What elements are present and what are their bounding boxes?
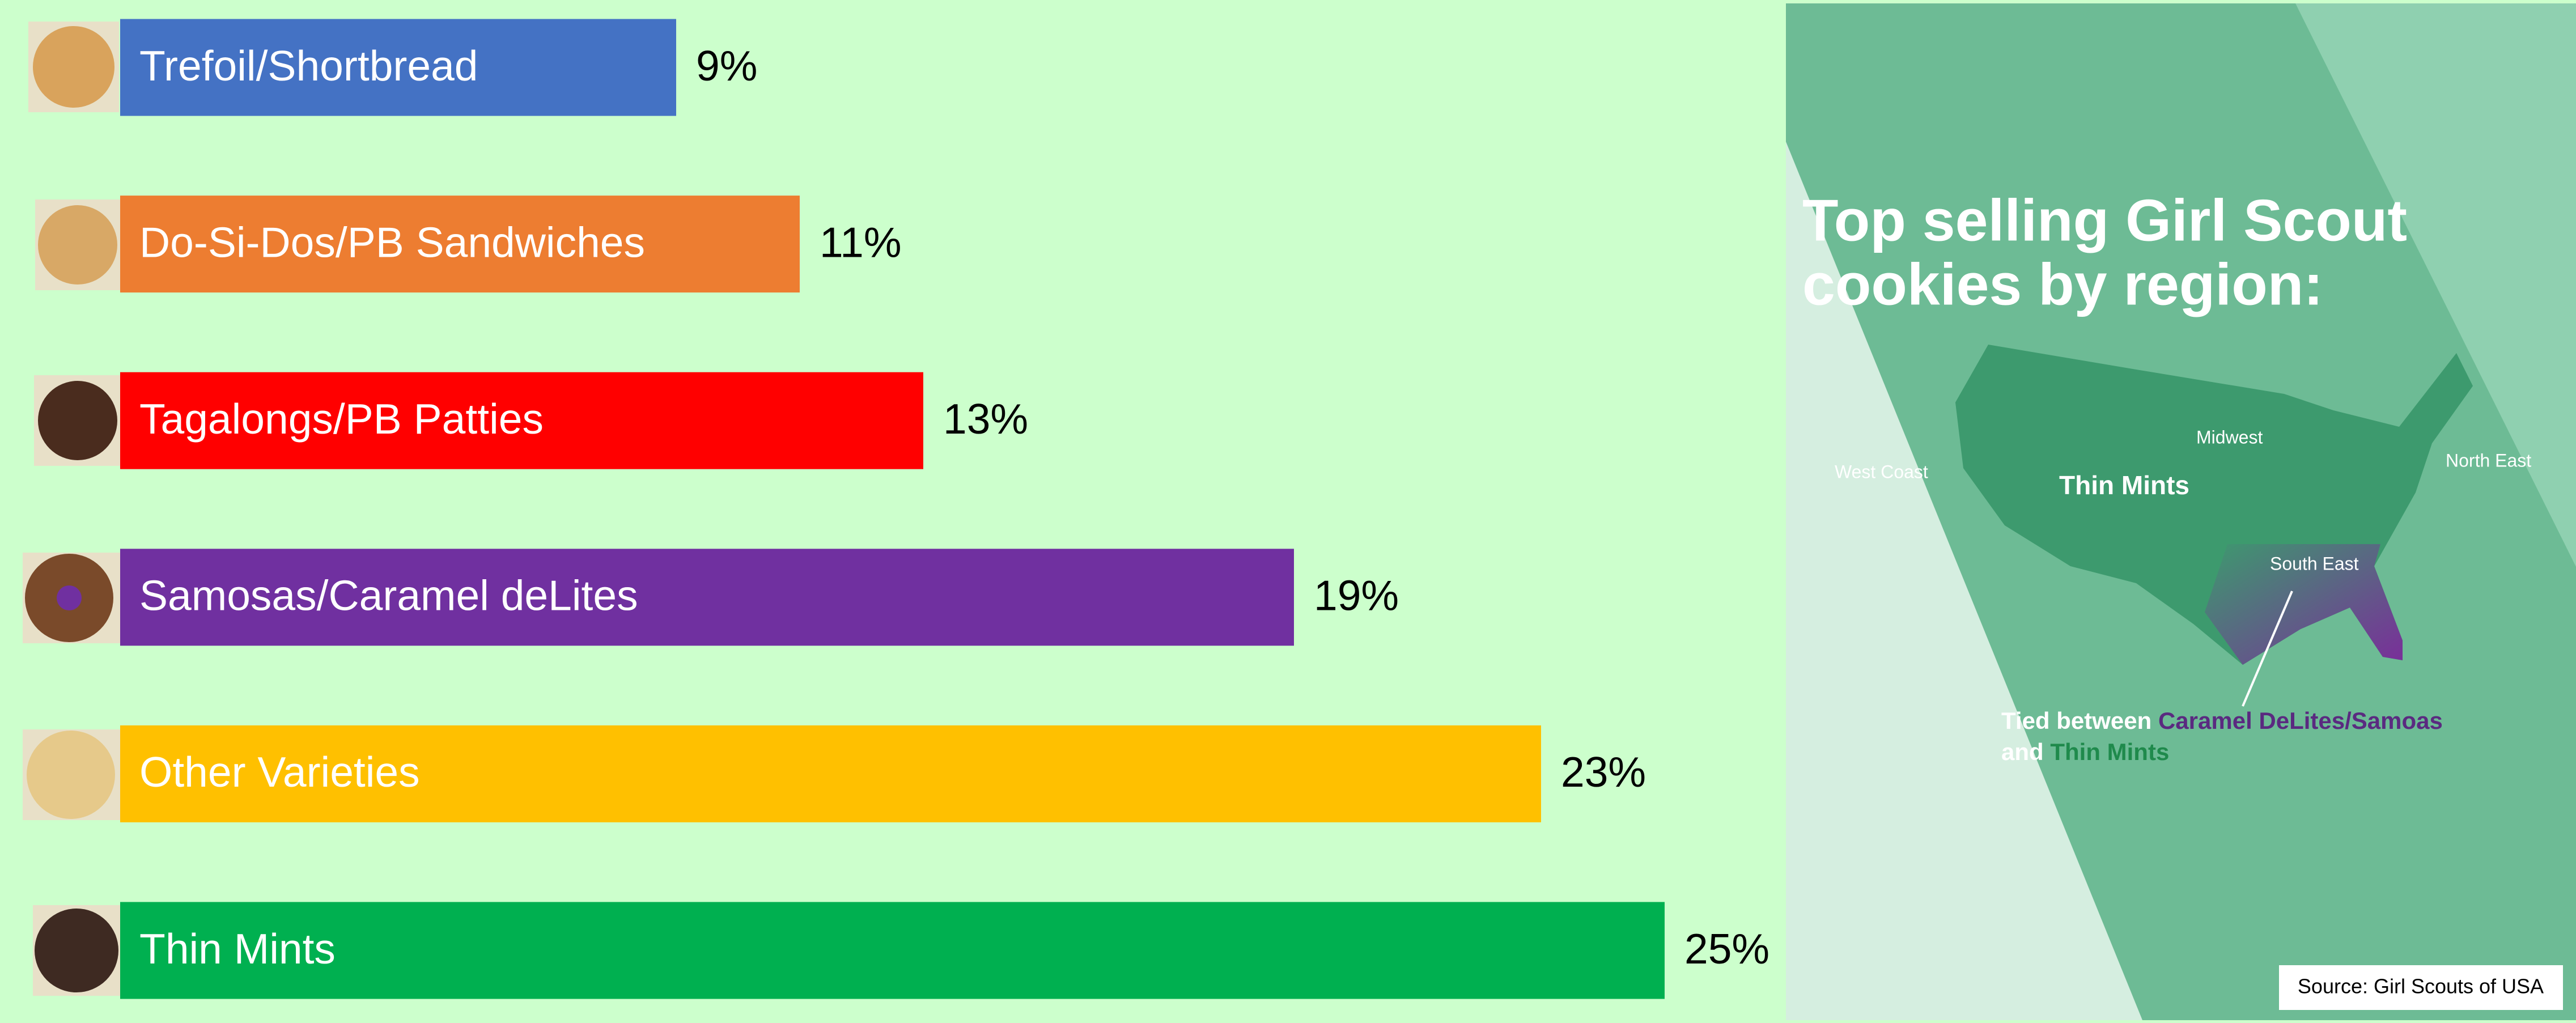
value-label: 23%	[1561, 748, 1646, 796]
southeast-region	[2205, 544, 2403, 665]
cookie-icon	[27, 731, 115, 819]
bar-label: Tagalongs/PB Patties	[139, 395, 544, 443]
panel-title: Top selling Girl Scout	[1802, 188, 2407, 253]
value-label: 11%	[820, 218, 902, 266]
region-label: West Coast	[1835, 461, 1928, 482]
map-label: Thin Mints	[2059, 470, 2189, 500]
note-text: Tied between	[2001, 707, 2151, 734]
bar	[120, 725, 1541, 822]
cookie-icon	[35, 909, 118, 992]
note-text: and	[2001, 738, 2044, 765]
region-label: Midwest	[2196, 427, 2263, 447]
bar-label: Thin Mints	[139, 925, 336, 973]
bar-label: Do-Si-Dos/PB Sandwiches	[139, 218, 645, 266]
bar-label: Samosas/Caramel deLites	[139, 572, 638, 619]
leader-line	[2242, 591, 2293, 707]
value-label: 19%	[1314, 572, 1399, 619]
bar-label: Trefoil/Shortbread	[139, 42, 478, 90]
cookie-icon	[38, 205, 117, 285]
panel-title: cookies by region:	[1802, 252, 2323, 317]
value-label: 13%	[943, 395, 1028, 443]
note-line: and Thin Mints	[2001, 738, 2169, 765]
source: Source: Girl Scouts of USA	[2298, 975, 2544, 998]
region-label: South East	[2270, 553, 2359, 574]
bar-label: Other Varieties	[139, 748, 420, 796]
value-label: 9%	[696, 42, 757, 90]
bar	[120, 549, 1294, 646]
cookie-icon	[33, 26, 114, 108]
bar	[120, 372, 923, 469]
note-highlight: Caramel DeLites/Samoas	[2158, 707, 2443, 734]
panel-stripe	[2295, 3, 2576, 567]
cookie-icons	[23, 22, 120, 996]
value-label: 25%	[1684, 925, 1769, 973]
region-label: North East	[2446, 450, 2531, 470]
source-box	[2279, 965, 2563, 1010]
bar	[120, 19, 676, 116]
infographic-panel: Top selling Girl Scout cookies by region…	[1786, 3, 2576, 1020]
bar	[120, 196, 800, 293]
cookie-icon	[38, 381, 117, 460]
panel-stripe	[1786, 142, 2142, 1020]
bar	[120, 902, 1665, 999]
note-line: Tied between Caramel DeLites/Samoas	[2001, 707, 2443, 734]
note-highlight: Thin Mints	[2050, 738, 2169, 765]
cookie-icon-center	[57, 585, 82, 610]
